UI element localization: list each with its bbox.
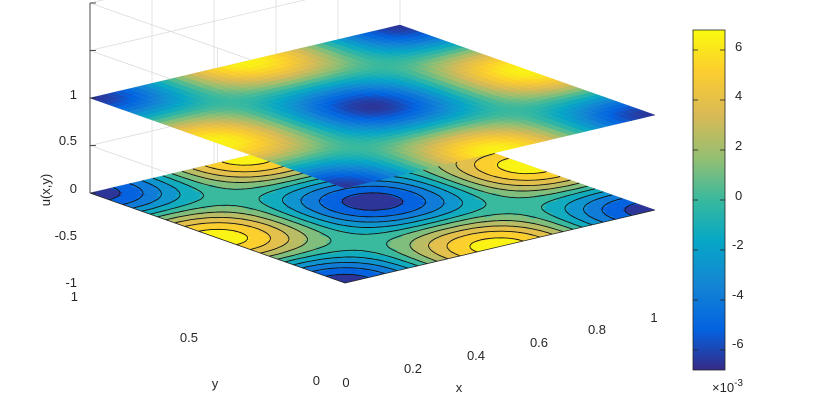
grid-line xyxy=(89,0,307,51)
surface-plane xyxy=(89,24,656,189)
grid-line xyxy=(89,0,105,4)
